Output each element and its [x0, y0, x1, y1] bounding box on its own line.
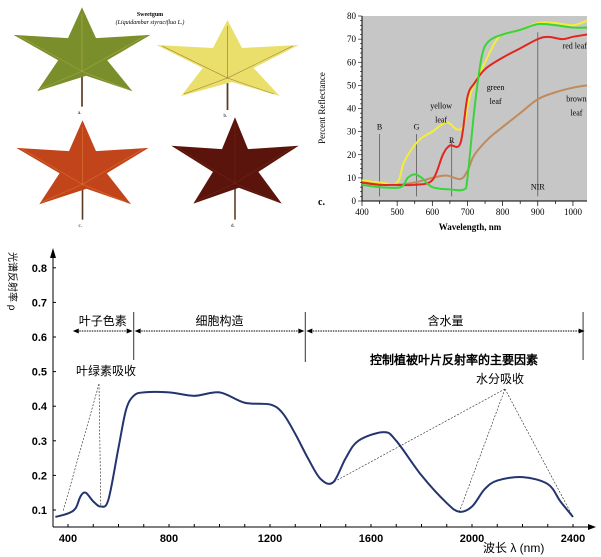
leaf-vein [21, 148, 83, 185]
x-tick-label: 1200 [258, 533, 282, 545]
leaf-b [156, 20, 299, 110]
y-tick-label: 0.6 [32, 332, 47, 344]
annotation-pointer-line [62, 383, 100, 512]
arrow-right-icon [298, 328, 305, 334]
y-tick-label: 0.1 [32, 505, 47, 517]
leaf-vein [227, 45, 293, 79]
annotation-label: 水分吸收 [476, 372, 524, 386]
factors-title: 控制植被叶片反射率的主要因素 [370, 352, 538, 367]
x-tick-label: 2400 [561, 533, 585, 545]
x-tick-label: 2000 [460, 533, 484, 545]
arrow-left-icon [134, 328, 141, 334]
leaf-vein [227, 77, 275, 95]
leaf-vein [82, 148, 144, 185]
series-line-green-leaf [361, 22, 588, 192]
series-line-brown-leaf [361, 84, 588, 186]
leaf-vein [176, 146, 236, 184]
y-tick-label: 0.3 [32, 436, 47, 448]
series-label: leaf [435, 115, 447, 124]
region-label: 含水量 [427, 313, 463, 328]
band-marker-label: B [377, 122, 382, 131]
leaves-subtitle: (Liquidambar styraciflua L.) [116, 19, 185, 26]
leaf-vein [234, 182, 277, 202]
leaf-color-reflectance-chart: Percent Reflectance c. Wavelength, nm 0 1… [317, 11, 588, 232]
y-tick-label: 0 [352, 196, 357, 206]
leaf-c [16, 120, 149, 220]
y-axis-title: 光谱反射率 ρ [6, 252, 19, 311]
x-axis-arrow-icon [588, 524, 596, 530]
y-tick-label: 20 [347, 150, 357, 160]
series-line-red-leaf [361, 33, 588, 187]
y-axis-arrow-icon [50, 248, 56, 258]
leaf-d [171, 117, 299, 220]
series-label: red leaf [563, 41, 588, 50]
y-tick-label: 0.7 [32, 297, 47, 309]
x-tick-label: 1000 [564, 207, 583, 217]
y-tick-label: 50 [347, 80, 357, 90]
region-label: 细胞构造 [195, 313, 243, 328]
leaf-label: b. [224, 114, 228, 119]
series-label: brown [566, 95, 586, 104]
annotation-label: 叶绿素吸收 [76, 363, 136, 378]
annotation-pointer-line [98, 383, 102, 507]
region-label: 叶子色素 [79, 314, 127, 328]
series-label: leaf [570, 108, 582, 117]
leaf-label: c. [79, 224, 82, 229]
y-axis-title: Percent Reflectance [317, 72, 327, 144]
band-marker-label: R [449, 136, 455, 145]
y-tick-label: 10 [347, 173, 357, 183]
x-axis-title: Wavelength, nm [439, 222, 502, 232]
series-label: leaf [490, 97, 502, 106]
leaf-vein [183, 77, 228, 95]
y-tick-label: 40 [347, 104, 357, 114]
x-tick-label: 400 [355, 207, 369, 217]
leaf-label: d. [231, 224, 235, 229]
y-tick-label: 0.4 [32, 401, 48, 413]
y-tick-label: 30 [347, 127, 357, 137]
leaf-vein [81, 71, 127, 90]
leaf-vein [18, 35, 83, 72]
panel-label: c. [318, 197, 325, 208]
leaf-vein [81, 35, 146, 72]
y-tick-label: 80 [347, 11, 357, 21]
leaf-vein [41, 184, 83, 203]
reflectance-curve [55, 390, 574, 518]
x-tick-label: 700 [461, 207, 475, 217]
x-tick-label: 800 [160, 533, 178, 545]
y-tick-label: 0.2 [32, 470, 47, 482]
leaf-vein [234, 146, 294, 184]
x-tick-label: 1600 [359, 533, 383, 545]
leaf-vein [162, 45, 228, 79]
band-marker-label: G [414, 122, 420, 131]
annotation-pointer-line [332, 388, 506, 483]
x-axis-title: 波长 λ (nm) [483, 541, 544, 555]
sweetgum-leaves-figure: Sweetgum (Liquidambar styraciflua L.) a.… [13, 7, 299, 229]
y-tick-label: 60 [347, 57, 357, 67]
leaves-title: Sweetgum [137, 12, 163, 18]
leaf-a [13, 7, 151, 107]
arrow-right-icon [126, 328, 133, 334]
series-label: green [487, 83, 505, 92]
series-label: yellow [430, 102, 452, 111]
annotation-pointer-line [504, 388, 574, 518]
x-tick-label: 500 [390, 207, 404, 217]
y-tick-label: 70 [347, 34, 357, 44]
x-tick-label: 800 [496, 207, 510, 217]
x-tick-label: 400 [59, 533, 77, 545]
leaf-vein [195, 182, 236, 202]
band-marker-label: NIR [531, 182, 545, 191]
leaf-label: a. [78, 111, 81, 116]
arrow-left-icon [72, 328, 79, 334]
y-tick-label: 0.8 [32, 263, 47, 275]
x-tick-label: 900 [531, 207, 545, 217]
annotation-pointer-line [459, 388, 506, 512]
arrow-right-icon [578, 328, 585, 334]
leaf-vein [39, 71, 83, 90]
y-tick-label: 0.5 [32, 367, 47, 379]
leaf-vein [82, 184, 126, 203]
x-tick-label: 600 [426, 207, 440, 217]
series-line-yellow-leaf [361, 19, 588, 186]
arrow-left-icon [306, 328, 313, 334]
